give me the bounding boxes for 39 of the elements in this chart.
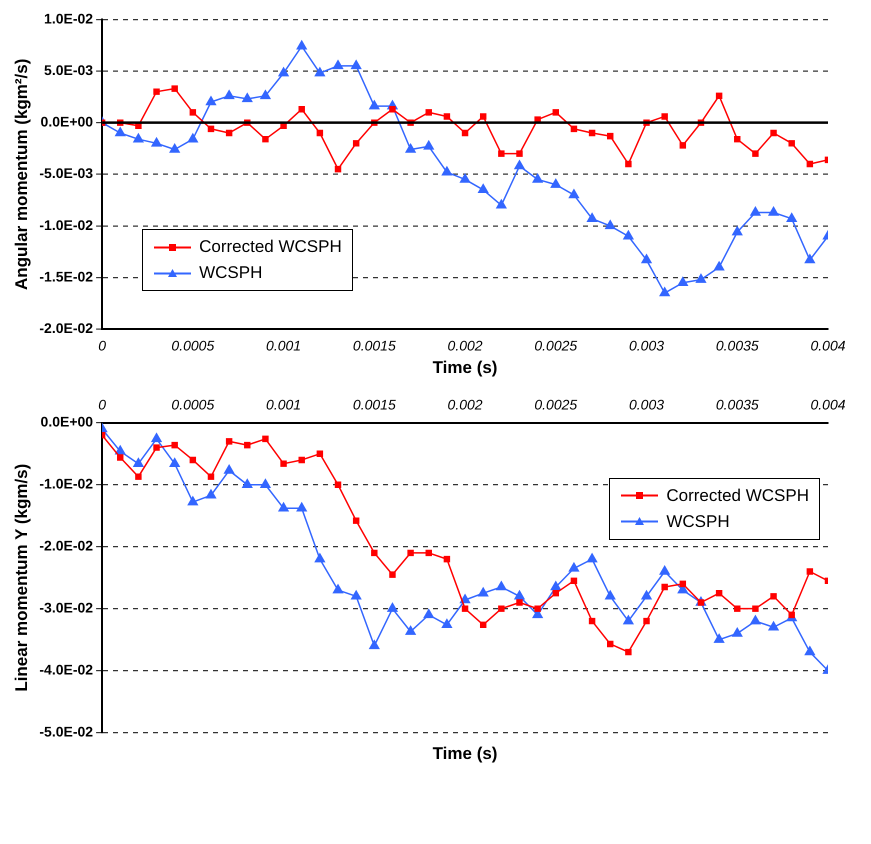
x-tick-label: 0.0005 [171, 337, 214, 354]
x-tick-label: 0.0025 [534, 396, 578, 412]
y-tick-label: 0.0E+00 [40, 414, 94, 430]
x-axis-title: Time (s) [432, 744, 498, 764]
x-tick-label: 0.004 [810, 396, 846, 412]
y-tick-label: 0.0E+00 [40, 114, 94, 130]
y-tick-label: -1.0E-02 [39, 476, 94, 492]
x-tick-label: 0.003 [629, 337, 664, 354]
x-tick-label: 0.0005 [171, 396, 214, 412]
x-tick-label: 0.0035 [716, 396, 759, 412]
legend-label: Corrected WCSPH [666, 484, 809, 507]
y-tick-label: -1.0E-02 [39, 216, 94, 233]
x-tick-label: 0.0015 [352, 337, 396, 354]
legend-label: WCSPH [199, 262, 262, 284]
legend-label: WCSPH [666, 510, 730, 533]
y-tick-label: -1.5E-02 [39, 268, 94, 284]
y-tick-label: -5.0E-03 [39, 165, 94, 182]
x-tick-label: 0.002 [448, 337, 483, 354]
y-tick-label: -5.0E-02 [39, 723, 94, 740]
legend-label: Corrected WCSPH [199, 236, 342, 258]
y-tick-label: -4.0E-02 [39, 662, 94, 678]
y-tick-label: 5.0E-03 [44, 62, 94, 78]
x-tick-label: 0 [98, 337, 106, 354]
x-tick-label: 0.004 [810, 337, 846, 354]
y-tick-label: -3.0E-02 [39, 600, 94, 616]
x-tick-label: 0.0015 [352, 396, 396, 412]
x-tick-label: 0.0025 [534, 337, 578, 354]
y-tick-label: -2.0E-02 [39, 320, 94, 336]
x-tick-label: 0.001 [266, 337, 302, 354]
x-tick-label: 0.0035 [716, 337, 759, 354]
x-tick-label: 0.002 [448, 396, 483, 412]
y-axis-title: Linear momentum Y (kgm/s) [12, 464, 31, 692]
x-tick-label: 0 [98, 396, 106, 412]
y-axis-title: Angular momentum (kgm²/s) [12, 58, 31, 290]
x-tick-label: 0.003 [629, 396, 664, 412]
y-tick-label: 1.0E-02 [44, 10, 94, 26]
x-axis-title: Time (s) [432, 358, 498, 378]
x-tick-label: 0.001 [266, 396, 302, 412]
y-tick-label: -2.0E-02 [39, 538, 94, 554]
